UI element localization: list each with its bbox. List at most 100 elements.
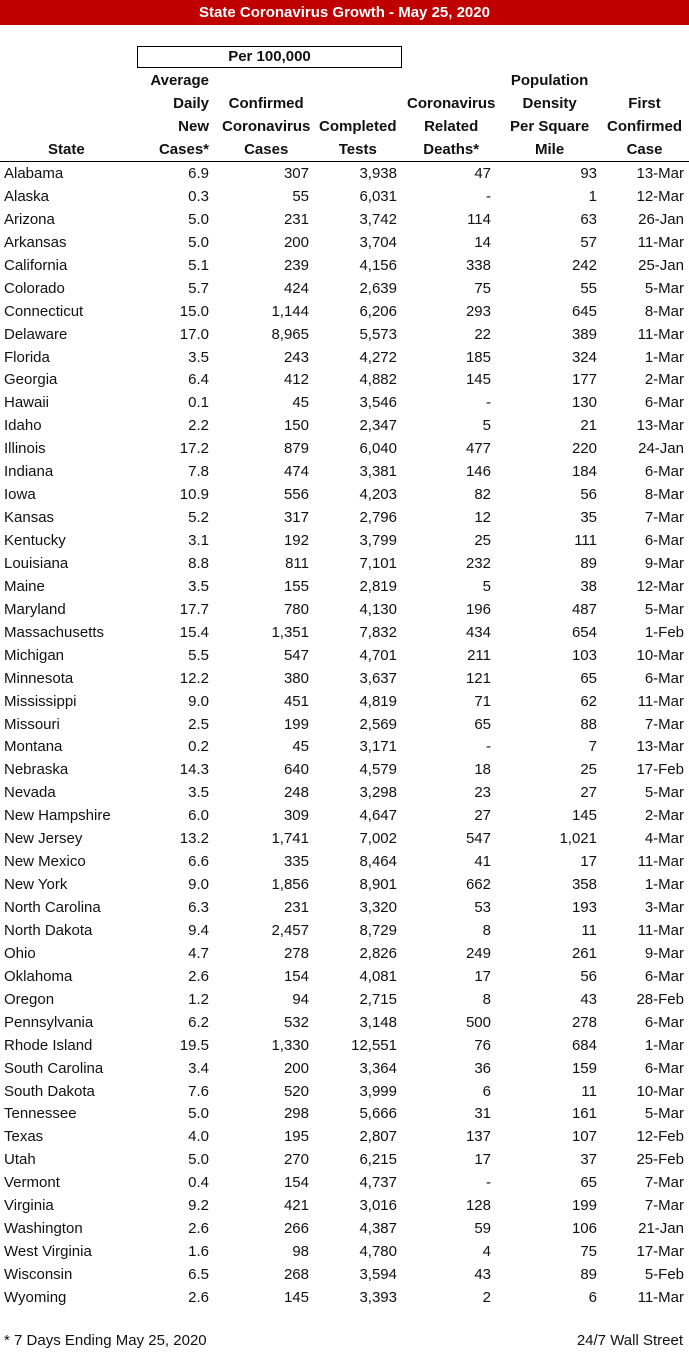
cell-first: 6-Mar [644, 394, 684, 412]
cell-deaths: 477 [465, 440, 491, 458]
cell-avg: 6.5 [188, 1266, 209, 1283]
cell-tests: 3,148 [359, 1013, 397, 1031]
table-row: Rhode Island 19.5 1,330 12,551 76 684 1-Mar [0, 1035, 689, 1058]
cell-first: 10-Mar [636, 646, 684, 664]
cell-tests: 6,031 [359, 187, 397, 205]
table-row: Mississippi 9.0 451 4,819 71 62 11-Mar [0, 691, 689, 714]
cell-avg: 5.0 [188, 1105, 209, 1123]
cell-avg: 3.5 [188, 348, 209, 366]
cell-avg: 5.5 [188, 646, 209, 664]
cell-tests: 5,573 [359, 325, 397, 343]
cell-first: 2-Mar [644, 371, 684, 389]
cell-state: Wyoming [4, 1288, 67, 1306]
cell-tests: 3,546 [359, 394, 397, 412]
cell-cases: 55 [292, 187, 309, 205]
cell-deaths: 121 [465, 669, 491, 687]
cell-first: 13-Mar [636, 165, 684, 182]
cell-state: New York [4, 876, 68, 894]
cell-deaths: 76 [474, 1036, 491, 1054]
cell-deaths: 196 [465, 600, 491, 618]
header-line: First [628, 95, 661, 112]
cell-density: 17 [580, 853, 597, 871]
header-state: State [48, 138, 85, 161]
cell-deaths: 185 [465, 348, 491, 366]
cell-deaths: - [486, 738, 491, 756]
cell-deaths: 5 [482, 577, 491, 595]
cell-state: Massachusetts [4, 623, 105, 641]
cell-cases: 45 [292, 394, 309, 412]
cell-tests: 4,156 [359, 256, 397, 274]
cell-deaths: 59 [474, 1220, 491, 1238]
cell-deaths: 14 [474, 233, 491, 251]
header-line: Confirmed [228, 95, 304, 112]
cell-cases: 1,856 [271, 876, 309, 894]
cell-cases: 879 [283, 440, 309, 458]
cell-state: New Jersey [4, 830, 83, 848]
cell-avg: 0.3 [188, 187, 209, 205]
cell-density: 184 [571, 463, 597, 481]
cell-deaths: 662 [465, 876, 491, 894]
cell-tests: 2,826 [359, 944, 397, 962]
cell-deaths: 249 [465, 944, 491, 962]
cell-state: Kansas [4, 509, 55, 527]
cell-tests: 3,637 [359, 669, 397, 687]
table-row: New Jersey 13.2 1,741 7,002 547 1,021 4-Mar [0, 828, 689, 851]
cell-tests: 2,639 [359, 279, 397, 297]
cell-cases: 200 [283, 1059, 309, 1077]
cell-first: 6-Mar [644, 463, 684, 481]
cell-deaths: 36 [474, 1059, 491, 1077]
cell-avg: 2.6 [188, 1288, 209, 1306]
cell-state: Delaware [4, 325, 68, 343]
cell-tests: 8,464 [359, 853, 397, 871]
cell-cases: 199 [283, 715, 309, 733]
cell-deaths: 47 [474, 165, 491, 182]
table-row: Ohio 4.7 278 2,826 249 261 9-Mar [0, 943, 689, 966]
cell-tests: 6,215 [359, 1151, 397, 1169]
cell-deaths: 53 [474, 899, 491, 916]
cell-density: 6 [588, 1288, 597, 1306]
cell-density: 261 [571, 944, 597, 962]
table-row: Wisconsin 6.5 268 3,594 43 89 5-Feb [0, 1264, 689, 1287]
cell-avg: 10.9 [179, 486, 209, 504]
cell-avg: 12.2 [179, 669, 209, 687]
cell-first: 12-Mar [636, 577, 684, 595]
cell-density: 89 [580, 1266, 597, 1283]
cell-deaths: 338 [465, 256, 491, 274]
table-row: Delaware 17.0 8,965 5,573 22 389 11-Mar [0, 324, 689, 347]
cell-density: 35 [580, 509, 597, 527]
cell-state: Louisiana [4, 554, 69, 572]
cell-deaths: 82 [474, 486, 491, 504]
cell-density: 103 [571, 646, 597, 664]
cell-avg: 17.0 [179, 325, 209, 343]
cell-cases: 412 [283, 371, 309, 389]
cell-density: 11 [581, 1082, 597, 1100]
cell-avg: 1.2 [188, 990, 209, 1008]
cell-cases: 145 [283, 1288, 309, 1306]
cell-state: Tennessee [4, 1105, 77, 1123]
cell-avg: 6.2 [188, 1013, 209, 1031]
cell-deaths: 22 [474, 325, 491, 343]
header-line: Deaths* [423, 141, 480, 158]
cell-state: Oklahoma [4, 967, 73, 985]
cell-tests: 3,320 [359, 899, 397, 916]
cell-deaths: 8 [482, 990, 491, 1008]
cell-state: Connecticut [4, 302, 84, 320]
cell-state: Alabama [4, 165, 64, 182]
table-row: South Carolina 3.4 200 3,364 36 159 6-Mar [0, 1058, 689, 1081]
cell-density: 65 [580, 1174, 597, 1192]
cell-tests: 7,002 [359, 830, 397, 848]
table-row: Michigan 5.5 547 4,701 211 103 10-Mar [0, 645, 689, 668]
cell-density: 57 [580, 233, 597, 251]
header-line: New [178, 118, 209, 135]
cell-avg: 6.0 [188, 807, 209, 825]
cell-first: 10-Mar [636, 1082, 684, 1100]
cell-density: 1,021 [559, 830, 597, 848]
table-row: Oregon 1.2 94 2,715 8 43 28-Feb [0, 989, 689, 1012]
cell-cases: 307 [283, 165, 309, 182]
cell-deaths: 211 [467, 646, 491, 664]
cell-density: 177 [571, 371, 597, 389]
table-row: North Dakota 9.4 2,457 8,729 8 11 11-Mar [0, 920, 689, 943]
header-related-deaths: Coronavirus Related Deaths* [407, 92, 495, 161]
cell-first: 17-Mar [636, 1243, 684, 1261]
cell-density: 199 [571, 1197, 597, 1215]
